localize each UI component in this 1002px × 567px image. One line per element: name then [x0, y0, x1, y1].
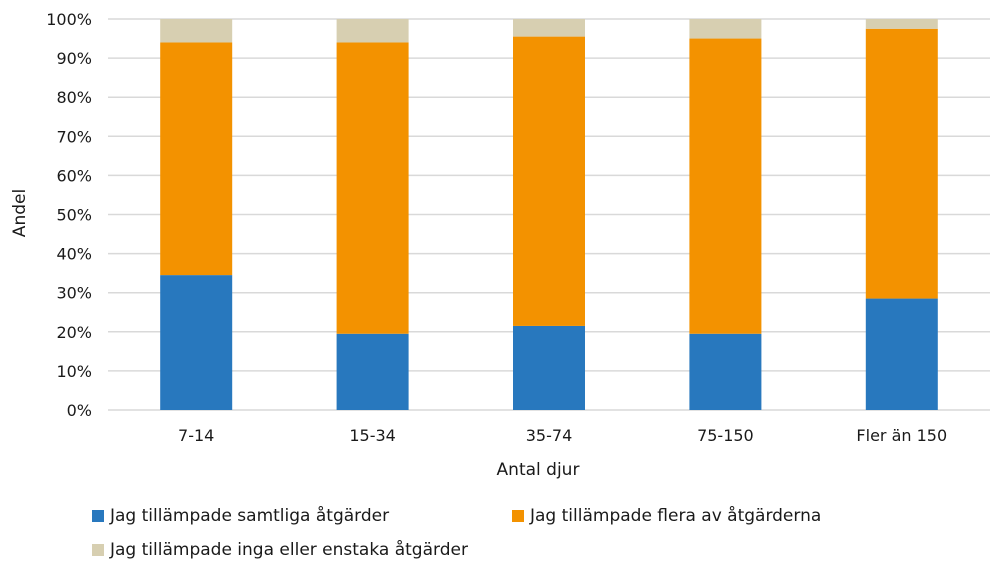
bar-segment-0-0	[160, 275, 233, 410]
bar-segment-1-0	[160, 42, 233, 276]
y-tick-label: 80%	[56, 88, 92, 107]
x-tick-label: 75-150	[697, 426, 754, 445]
y-tick-label: 40%	[56, 245, 92, 264]
bar-segment-0-1	[336, 333, 409, 410]
bar-segment-0-4	[865, 298, 938, 410]
legend-label-flera: Jag tillämpade flera av åtgärderna	[530, 506, 822, 526]
y-tick-label: 60%	[56, 166, 92, 185]
bar-segment-2-4	[865, 19, 938, 29]
legend-item-samtliga: Jag tillämpade samtliga åtgärder	[92, 506, 389, 526]
legend-swatch-inga	[92, 544, 104, 556]
legend-item-flera: Jag tillämpade flera av åtgärderna	[512, 506, 821, 526]
bar-segment-1-2	[513, 36, 585, 326]
bar-segment-0-2	[513, 325, 585, 410]
bar-segment-1-1	[336, 42, 409, 334]
y-tick-label: 50%	[56, 206, 92, 225]
y-tick-label: 70%	[56, 127, 92, 146]
x-tick-label: Fler än 150	[856, 426, 947, 445]
x-axis-title: Antal djur	[497, 460, 580, 480]
y-tick-label: 100%	[46, 10, 92, 29]
legend-label-samtliga: Jag tillämpade samtliga åtgärder	[110, 506, 390, 526]
y-tick-label: 0%	[67, 401, 92, 420]
y-tick-label: 30%	[56, 284, 92, 303]
x-tick-label: 35-74	[526, 426, 573, 445]
x-tick-label: 7-14	[178, 426, 214, 445]
bar-segment-2-3	[689, 19, 762, 39]
bar-segment-1-3	[689, 38, 762, 334]
bar-segment-2-1	[336, 19, 409, 43]
bar-segment-0-3	[689, 333, 762, 410]
bar-segment-1-4	[865, 28, 938, 299]
y-tick-label: 90%	[56, 49, 92, 68]
y-tick-label: 20%	[56, 323, 92, 342]
x-tick-labels: 7-14 15-34 35-74 75-150 Fler än 150	[178, 426, 947, 445]
y-tick-labels: 0% 10% 20% 30% 40% 50% 60% 70% 80% 90% 100%	[46, 10, 92, 420]
legend-label-inga: Jag tillämpade inga eller enstaka åtgärd…	[110, 540, 468, 560]
y-tick-label: 10%	[56, 362, 92, 381]
legend-swatch-flera	[512, 510, 524, 522]
bar-segment-2-2	[513, 19, 585, 37]
bars	[160, 19, 938, 410]
y-axis-title: Andel	[10, 189, 30, 237]
x-tick-label: 15-34	[349, 426, 396, 445]
bar-segment-2-0	[160, 19, 233, 43]
legend-item-inga: Jag tillämpade inga eller enstaka åtgärd…	[92, 540, 468, 560]
legend-swatch-samtliga	[92, 510, 104, 522]
